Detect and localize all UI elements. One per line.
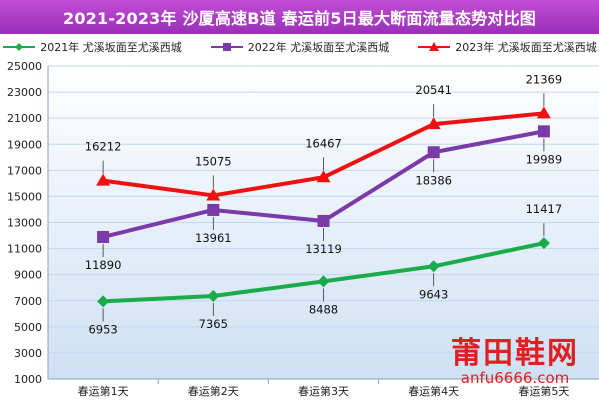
data-point-triangle: [96, 173, 111, 186]
legend-swatch-2022: [210, 43, 243, 51]
y-tick-label: 13000: [7, 217, 42, 230]
data-point-square: [207, 203, 220, 216]
data-label: 16212: [85, 140, 122, 154]
y-tick-label: 25000: [7, 60, 42, 73]
x-tick-label: 春运第1天: [78, 384, 129, 398]
y-tick-label: 5000: [14, 321, 42, 334]
data-point-diamond: [97, 295, 110, 308]
legend-label-2021: 2021年 尤溪坂面至尤溪西城: [40, 41, 182, 54]
y-tick-label: 17000: [7, 164, 42, 177]
x-tick-label: 春运第4天: [408, 384, 459, 398]
data-label: 7365: [199, 317, 228, 331]
watermark-title: 莆田鞋网: [451, 336, 579, 371]
legend-swatch-2021: [3, 43, 36, 51]
data-label: 11417: [526, 202, 563, 216]
data-label: 9643: [419, 287, 448, 301]
legend-item-2021: 2021年 尤溪坂面至尤溪西城: [2, 39, 182, 55]
legend-item-2023: 2023年 尤溪坂面至尤溪西城: [417, 39, 597, 55]
data-point-square: [427, 146, 440, 159]
data-point-diamond: [317, 275, 330, 288]
data-label: 18386: [415, 173, 452, 187]
data-label: 8488: [309, 302, 338, 316]
y-tick-label: 11000: [7, 243, 42, 256]
data-point-diamond: [207, 289, 220, 302]
data-point-square: [97, 230, 110, 243]
watermark-url: anfu6666.com: [460, 369, 570, 387]
chart-title: 2021-2023年 沙厦高速B道 春运前5日最大断面流量态势对比图: [63, 9, 536, 28]
y-tick-label: 23000: [7, 86, 42, 99]
data-label: 13961: [195, 231, 232, 245]
data-point-square: [537, 125, 550, 138]
y-tick-label: 15000: [7, 190, 42, 203]
legend-label-2023: 2023年 尤溪坂面至尤溪西城: [455, 41, 597, 54]
data-point-triangle: [316, 170, 331, 183]
x-tick-label: 春运第2天: [188, 384, 239, 398]
y-tick-label: 3000: [14, 347, 42, 360]
data-label: 20541: [415, 83, 452, 97]
y-tick-label: 19000: [7, 138, 42, 151]
data-label: 13119: [305, 242, 342, 256]
data-point-diamond: [427, 260, 440, 273]
legend-swatch-2023: [418, 42, 451, 51]
legend-item-2022: 2022年 尤溪坂面至尤溪西城: [210, 39, 390, 55]
legend-label-2022: 2022年 尤溪坂面至尤溪西城: [247, 41, 390, 54]
data-label: 15075: [195, 154, 232, 168]
y-tick-label: 1000: [14, 373, 42, 386]
data-point-triangle: [536, 106, 551, 119]
data-point-square: [317, 214, 330, 227]
data-point-diamond: [537, 237, 550, 250]
x-tick-label: 春运第5天: [518, 384, 569, 398]
legend: 2021年 尤溪坂面至尤溪西城 2022年 尤溪坂面至尤溪西城 2023年 尤溪…: [0, 36, 599, 58]
data-label: 11890: [85, 258, 122, 272]
y-tick-label: 21000: [7, 112, 42, 125]
data-label: 16467: [305, 136, 342, 150]
x-tick-label: 春运第3天: [298, 384, 349, 398]
data-point-triangle: [206, 188, 221, 201]
y-tick-label: 7000: [14, 295, 42, 308]
watermark: 莆田鞋网 anfu6666.com: [451, 338, 579, 387]
title-bar: 2021-2023年 沙厦高速B道 春运前5日最大断面流量态势对比图: [0, 0, 599, 34]
data-point-triangle: [426, 117, 441, 130]
y-tick-label: 9000: [14, 269, 42, 282]
data-label: 6953: [88, 322, 117, 336]
data-label: 19989: [526, 152, 563, 166]
data-label: 21369: [526, 72, 563, 86]
